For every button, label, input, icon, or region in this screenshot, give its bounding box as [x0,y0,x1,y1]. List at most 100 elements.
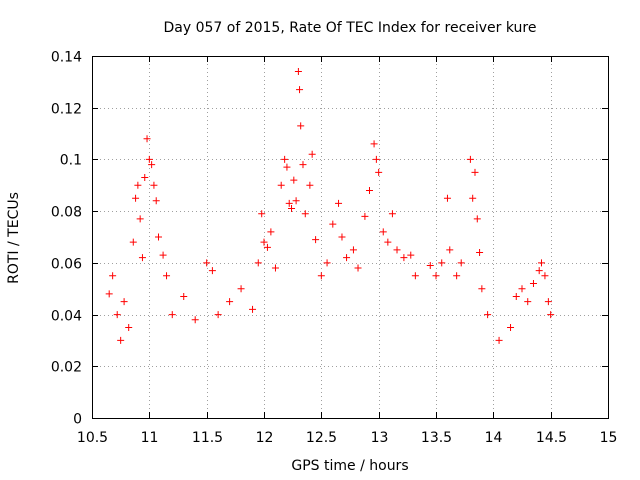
data-point [288,205,296,213]
data-point [544,298,552,306]
data-point [393,246,401,254]
data-point [138,254,146,262]
data-point [446,246,454,254]
data-point [125,324,133,331]
data-point [512,292,520,300]
data-point [323,259,331,267]
data-point [277,181,285,189]
x-tick-label: 12.5 [306,430,337,446]
data-point [109,272,117,280]
data-point [407,251,415,259]
data-points [105,68,555,344]
data-point [338,233,346,241]
data-point [466,155,474,163]
y-axis-ticks: 0 0.02 0.04 0.06 0.08 0.1 0.12 0.14 [51,50,608,428]
data-point [148,161,156,169]
gridlines [92,56,608,418]
data-point [457,259,465,267]
data-point [432,272,440,280]
y-tick-label: 0.14 [51,50,82,66]
y-tick-label: 0.04 [51,309,82,325]
data-point [375,168,383,176]
data-point [134,181,142,189]
data-point [260,238,268,246]
data-point [271,264,279,272]
y-tick-label: 0.06 [51,257,82,273]
data-point [329,220,337,228]
x-tick-label: 13 [371,430,389,446]
data-point [529,280,537,288]
data-point [136,215,144,223]
data-point [249,305,257,313]
data-point [214,311,222,319]
data-point [384,238,392,246]
data-point [317,272,325,280]
data-point [155,233,163,241]
x-tick-label: 12 [256,430,274,446]
data-point [113,311,121,319]
data-point [191,316,199,324]
data-point [299,161,307,169]
y-tick-label: 0.02 [51,360,82,376]
data-point [292,197,300,205]
x-tick-label: 14 [485,430,503,446]
data-point [372,155,380,163]
data-point [453,272,461,280]
data-point [267,228,275,236]
x-tick-label: 13.5 [421,430,452,446]
y-tick-label: 0.1 [60,153,82,169]
data-point [226,298,234,306]
data-point [281,155,289,163]
x-tick-label: 15 [600,430,618,446]
data-point [263,243,271,251]
data-point [361,212,369,220]
data-point [484,311,492,319]
data-point [145,155,153,163]
data-point [349,246,357,254]
data-point [370,140,378,148]
data-point [518,285,526,293]
data-point [537,259,545,267]
data-point [400,254,408,262]
data-point [306,181,314,189]
data-point [296,86,304,94]
data-point [141,174,149,182]
y-axis-label: ROTI / TECUs [6,192,22,284]
data-point [308,150,316,158]
x-tick-label: 11 [141,430,159,446]
data-point [335,199,343,207]
data-point [132,194,140,202]
data-point [478,285,486,293]
y-tick-label: 0.12 [51,102,82,118]
plot-border [92,56,609,419]
data-point [365,186,373,194]
data-point [294,68,302,76]
chart-title: Day 057 of 2015, Rate Of TEC Index for r… [164,20,537,36]
x-tick-label: 10.5 [77,430,108,446]
data-point [301,210,309,218]
data-point [411,272,419,280]
data-point [120,298,128,306]
y-tick-label: 0 [73,412,82,428]
data-point [168,311,176,319]
data-point [541,272,549,280]
data-point [105,290,113,298]
data-point [180,292,188,300]
data-point [117,336,125,344]
data-point [283,163,291,171]
data-point [426,261,434,269]
data-point [388,210,396,218]
data-point [159,251,167,259]
x-axis-ticks: 10.5 11 11.5 12 12.5 13 13.5 14 14.5 15 [77,56,618,446]
data-point [379,228,387,236]
data-point [312,236,320,244]
data-point [547,311,555,319]
data-point [258,210,266,218]
data-point [524,298,532,306]
data-point [469,194,477,202]
data-point [208,267,216,275]
data-point [150,181,158,189]
data-point [476,249,484,257]
